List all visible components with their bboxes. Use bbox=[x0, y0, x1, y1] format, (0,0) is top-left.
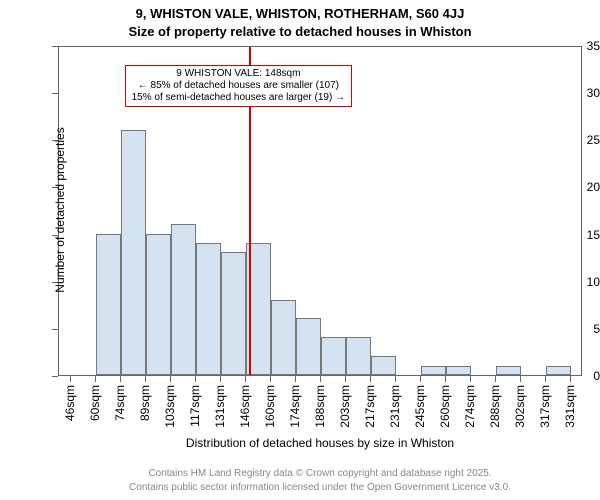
x-tick-label: 103sqm bbox=[163, 385, 177, 428]
x-tick-mark bbox=[195, 376, 196, 382]
x-tick-label: 89sqm bbox=[138, 385, 152, 421]
y-tick-label: 5 bbox=[552, 322, 600, 336]
annotation-line: ← 85% of detached houses are smaller (10… bbox=[132, 80, 345, 92]
annotation-line: 15% of semi-detached houses are larger (… bbox=[132, 92, 345, 104]
x-tick-label: 317sqm bbox=[538, 385, 552, 428]
x-tick-mark bbox=[245, 376, 246, 382]
histogram-bar bbox=[296, 318, 321, 375]
x-tick-mark bbox=[420, 376, 421, 382]
y-axis-label: Number of detached properties bbox=[53, 110, 67, 310]
histogram-bar bbox=[321, 337, 346, 375]
y-tick-mark bbox=[52, 376, 58, 377]
y-tick-label: 0 bbox=[552, 369, 600, 383]
x-tick-label: 288sqm bbox=[488, 385, 502, 428]
x-tick-label: 160sqm bbox=[263, 385, 277, 428]
y-tick-label: 15 bbox=[552, 228, 600, 242]
x-tick-label: 60sqm bbox=[88, 385, 102, 421]
histogram-bar bbox=[421, 366, 446, 375]
x-tick-label: 174sqm bbox=[288, 385, 302, 428]
histogram-bar bbox=[96, 234, 121, 375]
x-tick-label: 245sqm bbox=[413, 385, 427, 428]
x-tick-mark bbox=[145, 376, 146, 382]
x-tick-label: 46sqm bbox=[63, 385, 77, 421]
histogram-bar bbox=[221, 252, 246, 375]
histogram-bar bbox=[171, 224, 196, 375]
y-tick-mark bbox=[52, 46, 58, 47]
x-tick-mark bbox=[270, 376, 271, 382]
y-tick-label: 35 bbox=[552, 39, 600, 53]
histogram-bar bbox=[496, 366, 521, 375]
x-tick-label: 331sqm bbox=[563, 385, 577, 428]
y-tick-label: 20 bbox=[552, 180, 600, 194]
x-tick-label: 274sqm bbox=[463, 385, 477, 428]
x-tick-mark bbox=[545, 376, 546, 382]
histogram-bar bbox=[446, 366, 471, 375]
x-tick-label: 231sqm bbox=[388, 385, 402, 428]
histogram-bar bbox=[196, 243, 221, 375]
x-tick-mark bbox=[570, 376, 571, 382]
x-tick-mark bbox=[120, 376, 121, 382]
plot-area: 9 WHISTON VALE: 148sqm← 85% of detached … bbox=[58, 46, 582, 376]
y-tick-label: 25 bbox=[552, 133, 600, 147]
x-tick-label: 260sqm bbox=[438, 385, 452, 428]
footer-line-1: Contains HM Land Registry data © Crown c… bbox=[58, 468, 582, 479]
x-tick-mark bbox=[320, 376, 321, 382]
chart-container: 9, WHISTON VALE, WHISTON, ROTHERHAM, S60… bbox=[0, 0, 600, 500]
x-tick-mark bbox=[520, 376, 521, 382]
histogram-bar bbox=[271, 300, 296, 375]
x-tick-mark bbox=[395, 376, 396, 382]
x-axis-label: Distribution of detached houses by size … bbox=[58, 436, 582, 450]
histogram-bar bbox=[121, 130, 146, 375]
x-tick-mark bbox=[295, 376, 296, 382]
histogram-bar bbox=[346, 337, 371, 375]
x-tick-label: 131sqm bbox=[213, 385, 227, 428]
histogram-bar bbox=[371, 356, 396, 375]
x-tick-mark bbox=[345, 376, 346, 382]
x-tick-label: 203sqm bbox=[338, 385, 352, 428]
y-tick-label: 30 bbox=[552, 86, 600, 100]
x-tick-mark bbox=[445, 376, 446, 382]
y-tick-mark bbox=[52, 93, 58, 94]
x-tick-label: 302sqm bbox=[513, 385, 527, 428]
x-tick-label: 217sqm bbox=[363, 385, 377, 428]
annotation-box: 9 WHISTON VALE: 148sqm← 85% of detached … bbox=[125, 65, 352, 107]
x-tick-mark bbox=[95, 376, 96, 382]
x-tick-mark bbox=[495, 376, 496, 382]
x-tick-mark bbox=[170, 376, 171, 382]
histogram-bar bbox=[146, 234, 171, 375]
x-tick-label: 74sqm bbox=[113, 385, 127, 421]
y-tick-mark bbox=[52, 329, 58, 330]
chart-title-line-1: 9, WHISTON VALE, WHISTON, ROTHERHAM, S60… bbox=[0, 6, 600, 21]
y-tick-label: 10 bbox=[552, 275, 600, 289]
x-tick-mark bbox=[470, 376, 471, 382]
x-tick-mark bbox=[370, 376, 371, 382]
x-tick-label: 117sqm bbox=[188, 385, 202, 427]
footer-line-2: Contains public sector information licen… bbox=[58, 482, 582, 493]
chart-title-line-2: Size of property relative to detached ho… bbox=[0, 24, 600, 39]
x-tick-label: 188sqm bbox=[313, 385, 327, 428]
annotation-line: 9 WHISTON VALE: 148sqm bbox=[132, 68, 345, 80]
x-tick-mark bbox=[70, 376, 71, 382]
x-tick-mark bbox=[220, 376, 221, 382]
x-tick-label: 146sqm bbox=[238, 385, 252, 428]
